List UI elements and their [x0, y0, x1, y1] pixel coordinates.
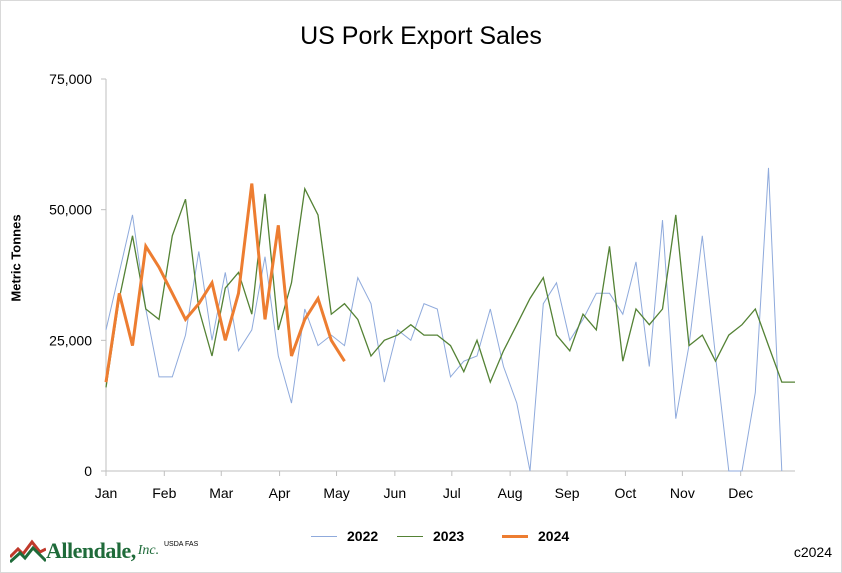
x-tick-label: Aug: [498, 485, 523, 501]
x-tick-label: Dec: [728, 485, 753, 501]
chart-title: US Pork Export Sales: [300, 22, 542, 50]
x-tick-label: Oct: [615, 485, 637, 501]
mountain-icon: [10, 539, 46, 563]
legend-label-2022: 2022: [347, 528, 379, 544]
x-tick-label: Jan: [95, 485, 118, 501]
series-line-2022: [105, 167, 783, 472]
logo-text: Allendale,: [46, 538, 136, 563]
y-tick-label: 50,000: [49, 202, 92, 218]
legend-item-2023: 2023: [397, 528, 464, 544]
legend: 2022 2023 2024: [0, 528, 842, 548]
y-tick-label: 75,000: [49, 71, 92, 87]
x-tick-label: Nov: [670, 485, 695, 501]
x-tick-label: Sep: [555, 485, 580, 501]
x-tick-label: Mar: [209, 485, 233, 501]
series-line-2024: [104, 183, 346, 383]
logo-inc: Inc.: [137, 543, 160, 558]
x-tick-label: Jul: [443, 485, 461, 501]
source-note: USDA FAS: [164, 541, 199, 548]
x-tick-label: Apr: [269, 485, 291, 501]
series-line-2023: [105, 186, 795, 388]
x-tick-label: Jun: [384, 485, 407, 501]
legend-item-2024: 2024: [502, 528, 569, 544]
copyright: c2024: [793, 544, 832, 560]
legend-swatch-2023: [397, 535, 423, 537]
x-tick-label: May: [323, 485, 349, 501]
legend-label-2023: 2023: [433, 528, 465, 544]
legend-swatch-2022: [311, 535, 337, 537]
legend-item-2022: 2022: [311, 528, 378, 544]
y-tick-label: 25,000: [49, 332, 92, 348]
legend-swatch-2024: [502, 534, 528, 538]
y-tick-label: 0: [84, 463, 92, 479]
allendale-logo: Allendale, Inc.: [10, 538, 159, 564]
legend-label-2024: 2024: [538, 528, 570, 544]
x-tick-label: Feb: [152, 485, 176, 501]
